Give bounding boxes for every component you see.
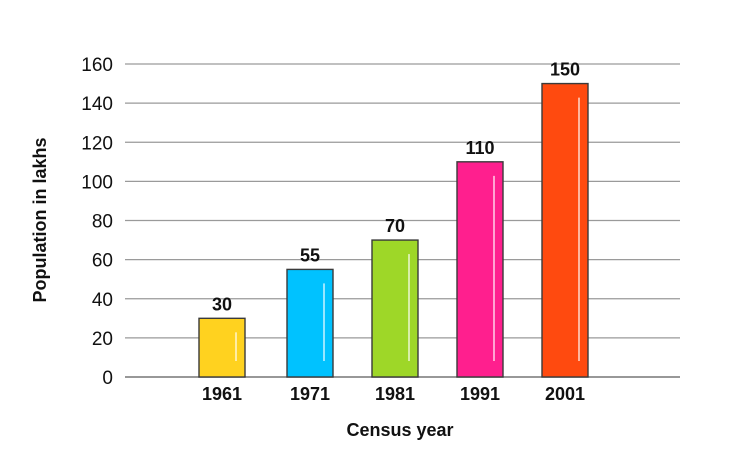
x-tick-label: 1961 — [202, 384, 242, 404]
bar — [371, 239, 419, 378]
y-tick-label: 80 — [92, 212, 113, 233]
bar-value-label: 30 — [212, 294, 232, 314]
x-tick-label: 1991 — [460, 384, 500, 404]
x-tick-label: 2001 — [545, 384, 585, 404]
bar — [541, 82, 589, 378]
bar — [456, 161, 504, 378]
y-axis-ticks: 0 20 40 60 80 100 120 140 160 — [81, 55, 113, 389]
y-tick-label: 20 — [92, 329, 113, 350]
y-tick-label: 60 — [92, 251, 113, 272]
bar — [286, 268, 334, 378]
bar-value-label: 110 — [465, 138, 494, 158]
y-tick-label: 40 — [92, 290, 113, 311]
x-tick-label: 1971 — [290, 384, 330, 404]
bar — [198, 317, 246, 378]
y-tick-label: 160 — [81, 55, 113, 76]
bar-value-label: 70 — [385, 216, 405, 236]
y-axis-title: Population in lakhs — [30, 137, 50, 302]
bar-value-label: 55 — [300, 245, 320, 265]
y-tick-label: 140 — [81, 94, 113, 115]
y-tick-label: 0 — [102, 368, 113, 389]
x-tick-label: 1981 — [375, 384, 415, 404]
x-axis-title: Census year — [346, 420, 453, 440]
bars: 30 55 70 110 150 — [198, 60, 589, 378]
bar-value-label: 150 — [550, 60, 580, 80]
y-tick-label: 100 — [81, 172, 113, 193]
x-axis-ticks: 1961 1971 1981 1991 2001 — [202, 384, 585, 404]
y-tick-label: 120 — [81, 133, 113, 154]
